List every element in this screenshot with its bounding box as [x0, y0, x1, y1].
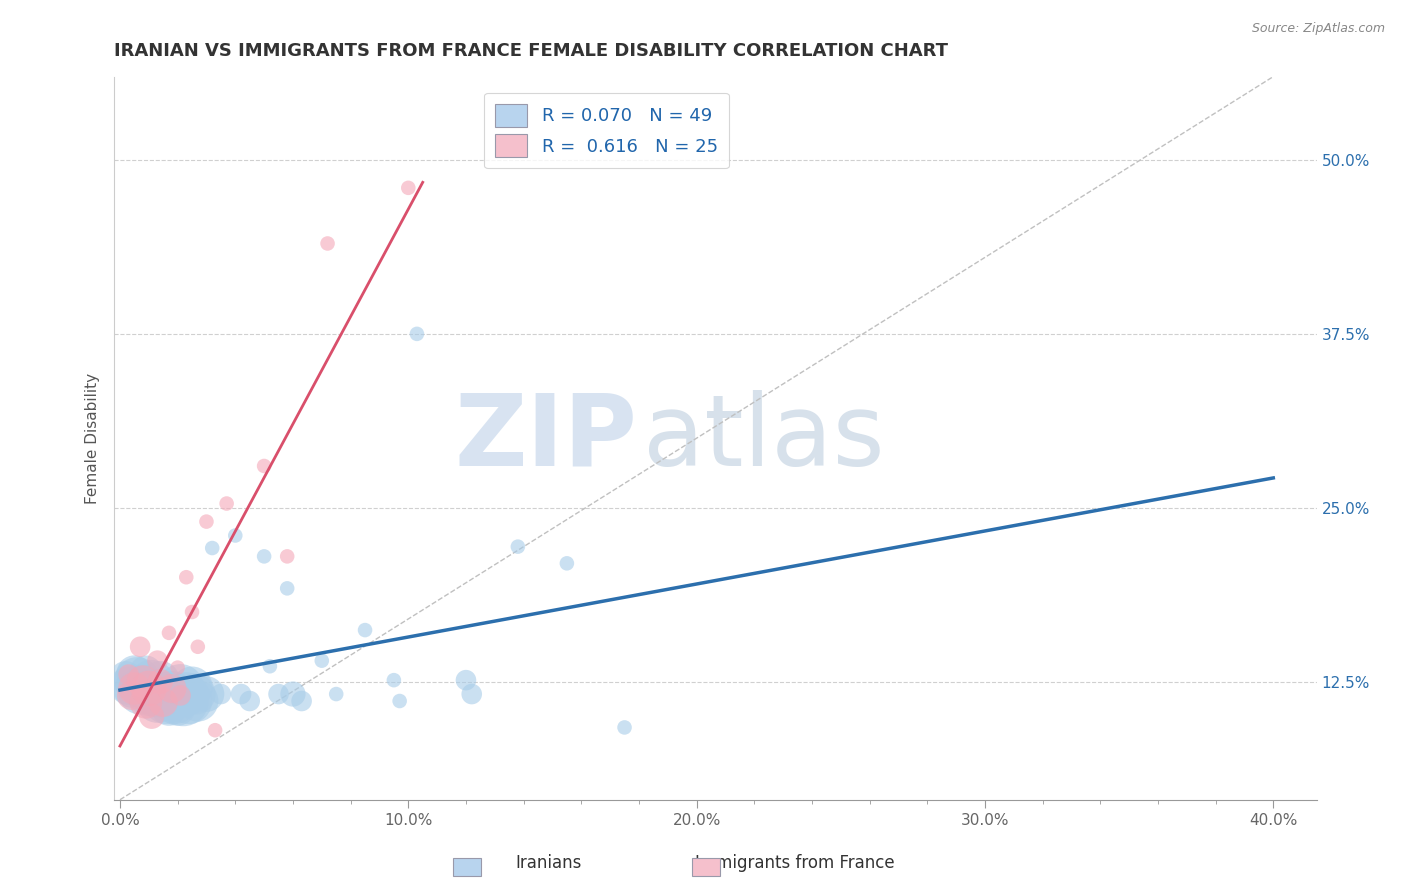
Point: [259, 659, 281, 673]
Y-axis label: Female Disability: Female Disability: [86, 373, 100, 504]
Point: [187, 640, 209, 654]
Point: [613, 721, 636, 735]
Point: [396, 181, 419, 195]
Point: [354, 623, 377, 637]
Point: [229, 687, 252, 701]
Point: [166, 701, 188, 715]
Point: [157, 701, 180, 715]
Point: [195, 687, 218, 701]
Point: [129, 640, 152, 654]
Point: [179, 694, 201, 708]
Point: [253, 458, 276, 473]
Point: [152, 687, 174, 701]
Point: [157, 625, 180, 640]
Point: [172, 694, 194, 708]
Point: [160, 681, 183, 696]
Point: [184, 687, 207, 701]
Point: [117, 667, 139, 681]
Point: [146, 694, 169, 708]
Point: [163, 694, 186, 708]
Point: [195, 515, 218, 529]
Point: [174, 687, 197, 701]
Point: [129, 686, 152, 700]
Point: [132, 680, 155, 694]
Point: [181, 605, 204, 619]
Point: [506, 540, 529, 554]
Text: atlas: atlas: [643, 390, 884, 487]
Point: [201, 541, 224, 555]
Legend: R = 0.070   N = 49, R =  0.616   N = 25: R = 0.070 N = 49, R = 0.616 N = 25: [484, 93, 728, 169]
Point: [267, 687, 290, 701]
Text: Iranians: Iranians: [515, 854, 582, 871]
Point: [215, 496, 238, 510]
Point: [209, 687, 232, 701]
Point: [276, 582, 298, 596]
Point: [117, 679, 139, 693]
Point: [281, 687, 304, 701]
Point: [406, 326, 429, 341]
Point: [138, 687, 160, 701]
Point: [132, 674, 155, 689]
Text: Immigrants from France: Immigrants from France: [695, 854, 894, 871]
Text: IRANIAN VS IMMIGRANTS FROM FRANCE FEMALE DISABILITY CORRELATION CHART: IRANIAN VS IMMIGRANTS FROM FRANCE FEMALE…: [114, 42, 948, 60]
Point: [187, 694, 209, 708]
Point: [166, 660, 188, 674]
Point: [135, 665, 157, 679]
Point: [135, 695, 157, 709]
Point: [146, 654, 169, 668]
Point: [141, 676, 163, 690]
Point: [127, 673, 149, 687]
Point: [169, 689, 191, 703]
Point: [160, 687, 183, 701]
Point: [138, 681, 160, 696]
Point: [316, 236, 339, 251]
Point: [325, 687, 347, 701]
Text: ZIP: ZIP: [454, 390, 637, 487]
Point: [239, 694, 262, 708]
Point: [155, 694, 177, 708]
Point: [149, 674, 172, 689]
Point: [382, 673, 405, 687]
Point: [114, 670, 136, 684]
Point: [121, 689, 143, 703]
Point: [291, 694, 314, 708]
Point: [555, 557, 578, 571]
Point: [224, 528, 246, 542]
Point: [121, 682, 143, 697]
Point: [276, 549, 298, 564]
Point: [143, 687, 166, 701]
Point: [311, 654, 333, 668]
Point: [461, 687, 484, 701]
Point: [181, 680, 204, 694]
Point: [454, 673, 477, 687]
Point: [204, 723, 226, 738]
Point: [141, 709, 163, 723]
Point: [124, 681, 146, 696]
Point: [388, 694, 411, 708]
Point: [253, 549, 276, 564]
Text: Source: ZipAtlas.com: Source: ZipAtlas.com: [1251, 22, 1385, 36]
Point: [174, 570, 197, 584]
Point: [169, 680, 191, 694]
Point: [152, 695, 174, 709]
Point: [149, 673, 172, 687]
Point: [124, 666, 146, 681]
